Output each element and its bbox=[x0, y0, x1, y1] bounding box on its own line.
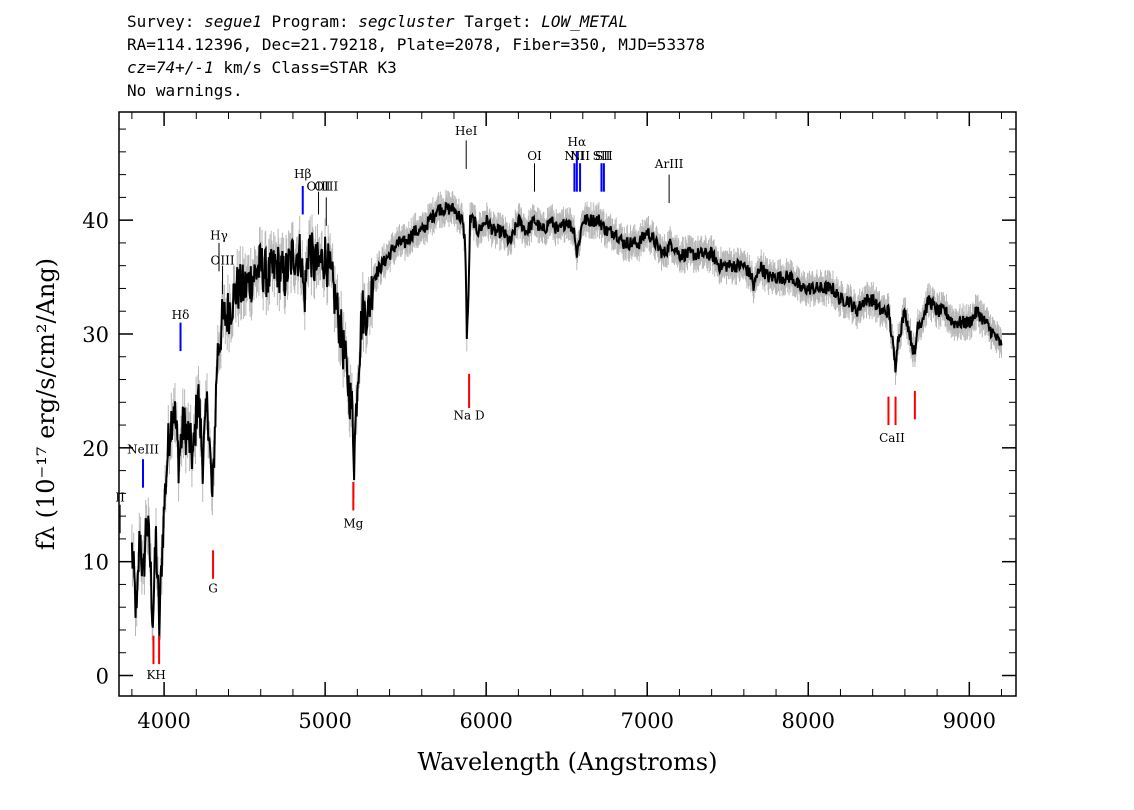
x-axis-title: Wavelength (Angstroms) bbox=[418, 748, 718, 776]
header-line-1: Survey: segue1 Program: segcluster Targe… bbox=[127, 10, 1027, 33]
emission-line-label: Hγ bbox=[210, 229, 228, 243]
header-line-4: No warnings. bbox=[127, 81, 243, 100]
redshift-value: cz=74+/-1 bbox=[127, 58, 214, 77]
x-tick-label: 5000 bbox=[298, 709, 351, 733]
x-tick-label: 8000 bbox=[782, 709, 835, 733]
emission-line-label: Hα bbox=[568, 135, 587, 149]
y-tick-label: 40 bbox=[82, 209, 109, 233]
class-value: km/s Class=STAR K3 bbox=[213, 58, 397, 77]
y-tick-label: 0 bbox=[96, 665, 109, 689]
emission-line-label: SII bbox=[593, 149, 611, 163]
absorption-line-label: KH bbox=[146, 668, 165, 682]
absorption-line-label: Mg bbox=[343, 517, 363, 531]
emission-line-label: Hβ bbox=[294, 167, 311, 181]
y-tick-label: 10 bbox=[82, 551, 109, 575]
header-line-3: cz=74+/-1 km/s Class=STAR K3 bbox=[127, 56, 1027, 79]
target-label: Target: bbox=[464, 12, 532, 31]
target-value: LOW_METAL bbox=[541, 12, 628, 31]
emission-line-label: SII bbox=[595, 149, 613, 163]
absorption-line-label: CaII bbox=[879, 431, 905, 445]
emission-line-label: OIII bbox=[306, 180, 330, 194]
y-tick-label: 20 bbox=[82, 437, 109, 461]
y-axis-title: fλ (10⁻¹⁷ erg/s/cm²/Ang) bbox=[32, 258, 60, 550]
absorption-line-label: G bbox=[208, 581, 218, 595]
survey-label: Survey: bbox=[127, 12, 195, 31]
emission-line-label: HeI bbox=[455, 124, 478, 138]
emission-line-label: Hδ bbox=[172, 308, 190, 322]
emission-line-label: OI bbox=[527, 149, 542, 163]
emission-line-label: NeIII bbox=[127, 443, 159, 457]
absorption-line-label: Na D bbox=[454, 408, 485, 422]
program-label: Program: bbox=[271, 12, 349, 31]
x-tick-label: 4000 bbox=[137, 709, 190, 733]
x-tick-label: 7000 bbox=[620, 709, 673, 733]
y-tick-label: 30 bbox=[82, 323, 109, 347]
axis-ticks: 4000 5000 6000 7000 8000 9000 0 10 20 30 40 bbox=[82, 112, 1016, 733]
emission-line-label: ArIII bbox=[654, 157, 684, 171]
x-tick-label: 6000 bbox=[459, 709, 512, 733]
survey-value: segue1 bbox=[204, 12, 262, 31]
emission-line-label: NII bbox=[564, 149, 584, 163]
flux-line bbox=[130, 202, 1003, 640]
plot-frame bbox=[118, 111, 1017, 697]
spectrum-header: Survey: segue1 Program: segcluster Targe… bbox=[127, 10, 1027, 102]
emission-line-label: II bbox=[115, 490, 125, 504]
emission-line-label: NII bbox=[570, 149, 590, 163]
x-tick-label: 9000 bbox=[943, 709, 996, 733]
header-line-2: RA=114.12396, Dec=21.79218, Plate=2078, … bbox=[127, 35, 705, 54]
program-value: segcluster bbox=[358, 12, 455, 31]
emission-line-label: OIII bbox=[211, 254, 235, 268]
emission-line-label: OIII bbox=[314, 180, 338, 194]
